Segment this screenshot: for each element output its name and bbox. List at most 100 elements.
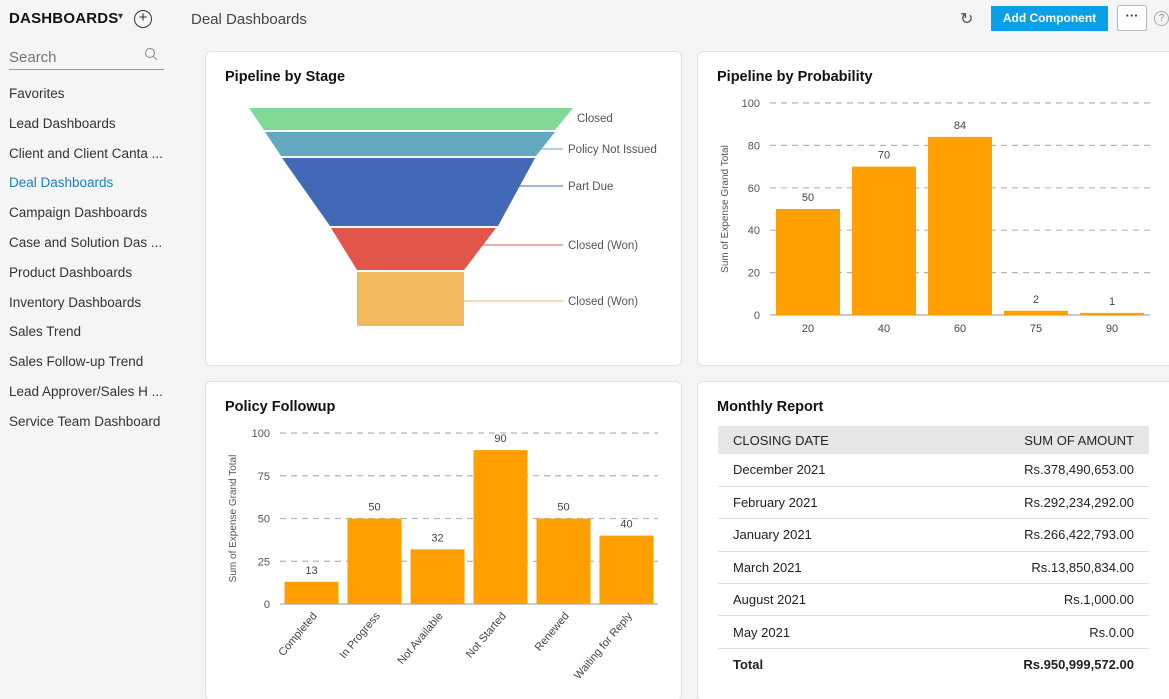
column-header-closing-date[interactable]: CLOSING DATE	[718, 426, 922, 454]
y-axis-label: Sum of Expense Grand Total	[228, 455, 239, 583]
funnel-segment[interactable]	[331, 228, 496, 270]
bar-value-label: 2	[1033, 294, 1039, 306]
table-total-row: Total Rs.950,999,572.00	[718, 648, 1149, 680]
x-tick-label: 40	[878, 323, 890, 335]
sidebar-item[interactable]: Product Dashboards	[9, 264, 133, 280]
y-tick-label: 80	[748, 140, 760, 152]
x-tick-label: 20	[802, 323, 814, 335]
closing-date-cell: December 2021	[718, 454, 922, 487]
amount-cell: Rs.292,234,292.00	[921, 486, 1149, 520]
column-header-sum-of-amount[interactable]: SUM OF AMOUNT	[921, 426, 1149, 454]
table-row[interactable]: March 2021 Rs.13,850,834.00	[718, 551, 1149, 585]
top-bar: DASHBOARDS ▾ + Deal Dashboards ↻ Add Com…	[0, 0, 1169, 38]
bar[interactable]	[284, 581, 339, 604]
table-row[interactable]: December 2021 Rs.378,490,653.00	[718, 454, 1149, 487]
bar[interactable]	[1004, 310, 1068, 315]
more-options-button[interactable]: ···	[1117, 5, 1147, 31]
bar[interactable]	[473, 450, 528, 604]
bar-value-label: 50	[368, 502, 380, 514]
bar[interactable]	[347, 518, 402, 605]
y-tick-label: 25	[258, 556, 270, 568]
funnel-segment[interactable]	[249, 108, 573, 130]
x-tick-label: 75	[1030, 323, 1042, 335]
table-row[interactable]: August 2021 Rs.1,000.00	[718, 583, 1149, 617]
closing-date-cell: January 2021	[718, 518, 922, 552]
bar[interactable]	[536, 518, 591, 605]
sidebar-item[interactable]: Client and Client Canta ...	[9, 145, 163, 161]
closing-date-cell: March 2021	[718, 551, 922, 585]
amount-cell: Rs.1,000.00	[921, 583, 1149, 617]
table-row[interactable]: May 2021 Rs.0.00	[718, 615, 1149, 649]
card-title: Pipeline by Probability	[717, 69, 873, 85]
sidebar-item[interactable]: Inventory Dashboards	[9, 294, 142, 310]
x-tick-label: Waiting for Reply	[572, 610, 635, 682]
policy-followup-card: Policy Followup 0 25 50 75 100 Sum of Expense…	[205, 381, 682, 699]
sidebar-item[interactable]: Service Team Dashboard	[9, 413, 161, 429]
y-tick-label: 75	[258, 471, 270, 483]
sidebar-item[interactable]: Lead Dashboards	[9, 115, 116, 131]
monthly-report-table: CLOSING DATE SUM OF AMOUNT December 2021…	[718, 426, 1149, 681]
refresh-icon[interactable]: ↻	[960, 11, 974, 28]
funnel-segment[interactable]	[357, 272, 464, 326]
closing-date-cell: February 2021	[718, 486, 922, 520]
table-row[interactable]: February 2021 Rs.292,234,292.00	[718, 486, 1149, 520]
search-icon[interactable]	[144, 47, 158, 61]
probability-bar-chart: 0 20 40 60 80 100 Sum of Expense Grand Total 50…	[720, 98, 1150, 335]
amount-cell: Rs.378,490,653.00	[921, 454, 1149, 487]
amount-cell: Rs.0.00	[921, 615, 1149, 649]
bar[interactable]	[928, 136, 992, 315]
pipeline-by-probability-card: Pipeline by Probability 0 20 40 60 80 100 Sum …	[697, 51, 1169, 366]
sidebar-item[interactable]: Case and Solution Das ...	[9, 235, 163, 250]
search-box	[9, 44, 164, 70]
sidebar-item[interactable]: Sales Follow-up Trend	[9, 354, 144, 370]
funnel-segment[interactable]	[282, 158, 535, 226]
bar-value-label: 32	[431, 532, 443, 544]
policy-bar-chart: 0 25 50 75 100 Sum of Expense Grand Total 13 Co…	[228, 428, 658, 682]
sidebar-item[interactable]: Favorites	[9, 86, 65, 101]
bar[interactable]	[599, 535, 654, 604]
x-tick-label: Completed	[276, 610, 319, 658]
card-title: Pipeline by Stage	[225, 69, 346, 85]
funnel-chart: Closed Policy Not Issued Part Due Closed (W…	[249, 108, 657, 326]
bar[interactable]	[852, 166, 916, 315]
funnel-stage-label: Closed (Won)	[568, 296, 638, 308]
x-tick-label: 60	[954, 323, 966, 335]
pipeline-by-stage-card: Pipeline by Stage Closed Policy Not Issue…	[205, 51, 682, 366]
amount-cell: Rs.13,850,834.00	[921, 551, 1149, 585]
y-tick-label: 100	[252, 428, 270, 440]
bar-value-label: 13	[305, 565, 317, 577]
bar[interactable]	[776, 209, 840, 315]
sidebar-item[interactable]: Lead Approver/Sales H ...	[9, 384, 163, 399]
caret-down-icon[interactable]: ▾	[118, 11, 124, 22]
y-tick-label: 100	[742, 98, 760, 110]
bar-value-label: 40	[620, 519, 632, 531]
sidebar-item[interactable]: Campaign Dashboards	[9, 205, 148, 221]
dashboards-menu-title[interactable]: DASHBOARDS	[9, 10, 119, 27]
funnel-segment[interactable]	[265, 132, 555, 156]
add-component-button[interactable]: Add Component	[991, 6, 1108, 31]
bar-value-label: 84	[954, 120, 966, 132]
closing-date-cell: August 2021	[718, 583, 922, 617]
bar[interactable]	[410, 549, 465, 604]
sidebar-item[interactable]: Sales Trend	[9, 324, 82, 340]
bar-value-label: 50	[802, 192, 814, 204]
card-title: Policy Followup	[225, 399, 336, 415]
page-title: Deal Dashboards	[191, 11, 307, 28]
bar-value-label: 1	[1109, 296, 1115, 308]
add-dashboard-icon[interactable]: +	[134, 10, 152, 28]
table-row[interactable]: January 2021 Rs.266,422,793.00	[718, 518, 1149, 552]
funnel-stage-label: Closed	[577, 113, 613, 125]
amount-cell: Rs.266,422,793.00	[921, 518, 1149, 552]
bar[interactable]	[1080, 312, 1144, 315]
help-icon[interactable]: ?	[1154, 11, 1169, 26]
search-input[interactable]	[9, 47, 134, 67]
y-tick-label: 40	[748, 225, 760, 237]
y-tick-label: 20	[748, 268, 760, 280]
y-axis-label: Sum of Expense Grand Total	[720, 145, 731, 273]
x-tick-label: Not Started	[464, 610, 509, 660]
sidebar-item[interactable]: Deal Dashboards	[9, 175, 114, 191]
table-header-row: CLOSING DATE SUM OF AMOUNT	[718, 426, 1149, 454]
x-tick-label: 90	[1106, 323, 1118, 335]
y-tick-label: 0	[754, 310, 760, 322]
closing-date-cell: May 2021	[718, 615, 922, 649]
